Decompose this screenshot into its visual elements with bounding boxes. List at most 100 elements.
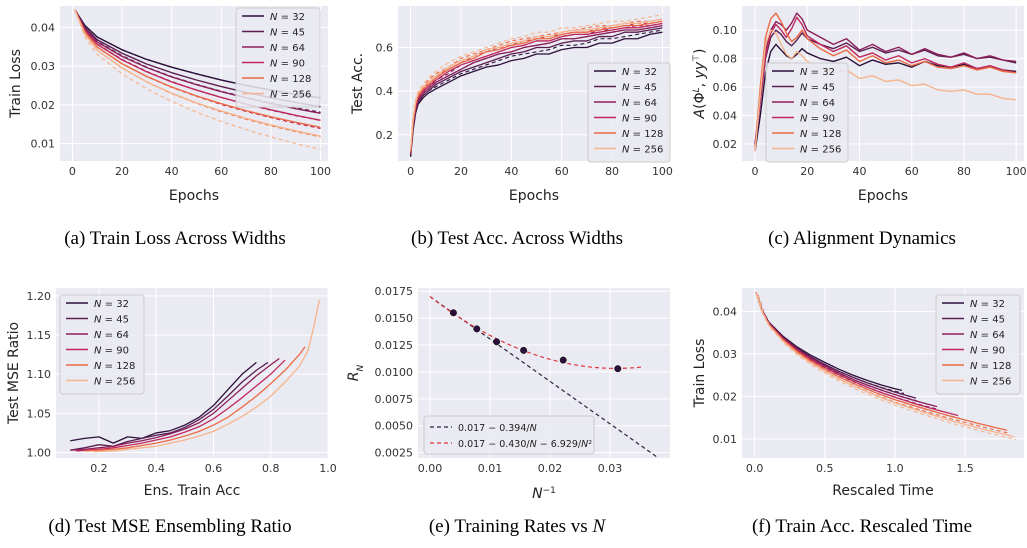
legend-value: = 45: [629, 83, 656, 94]
legend-value: = 45: [277, 28, 304, 39]
legend-var: N: [94, 315, 102, 326]
alignment-line-4: [754, 12, 1017, 150]
legend-value: = 256: [977, 377, 1011, 388]
legend-label: N = 45: [800, 83, 835, 94]
y-axis-label: Train Loss: [8, 49, 24, 119]
x-tick-label: 0.8: [262, 462, 280, 475]
panel-train-loss: 0 20 40 60 80 100 0.01 0.02 0.03 0.04 N = 32 N = 45…: [0, 0, 342, 220]
y-axis-label: Test Acc.: [350, 53, 366, 115]
legend-label: N = 128: [800, 129, 841, 140]
chart-mse-ratio: 0.2 0.4 0.6 0.8 1.0 1.00 1.05 1.10 1.15 1.20 N = 3…: [6, 288, 337, 499]
legend-var: N: [530, 423, 537, 434]
legend-value: = 256: [807, 145, 841, 156]
legend-var: N: [94, 377, 102, 388]
legend-value: = 32: [101, 299, 128, 310]
x-tick-label: 1.0: [319, 462, 337, 475]
y-axis-label-part: ⊤: [692, 54, 702, 62]
legend-value: = 128: [101, 361, 135, 372]
legend-var: N: [94, 346, 102, 357]
legend-label: N = 128: [622, 129, 663, 140]
legend-frame: [935, 294, 1021, 395]
legend-label: N = 256: [270, 90, 311, 101]
legend-label: N = 128: [270, 74, 311, 85]
legend-label: N = 64: [622, 98, 657, 109]
legend-value: = 90: [629, 114, 656, 125]
legend-var: N: [622, 129, 630, 140]
y-axis-label: A(ΦL, yy⊤): [692, 49, 708, 120]
y-tick-label: 0.01: [713, 433, 738, 446]
legend-frame: [423, 415, 595, 455]
data-point: [559, 356, 567, 364]
x-tick-label: 60: [214, 165, 228, 178]
y-tick-label: 1.00: [27, 447, 52, 460]
caption-f: (f) Train Acc. Rescaled Time: [751, 516, 973, 537]
legend-label: N = 256: [94, 377, 135, 388]
x-tick-label: 0.02: [538, 462, 563, 475]
legend-value: = 256: [101, 377, 135, 388]
y-axis-label-part: ): [692, 49, 708, 54]
fit-line-0: [429, 296, 658, 458]
legend-value: = 256: [629, 145, 663, 156]
y-tick-label: 0.06: [713, 81, 738, 94]
legend-label: N = 256: [970, 377, 1011, 388]
legend-value: = 90: [807, 114, 834, 125]
legend-frame: [765, 62, 849, 163]
legend-var: N: [622, 145, 630, 156]
data-point: [493, 338, 501, 346]
legend-label: 0.017 − 0.430/N − 6.929/N²: [458, 439, 592, 450]
caption-e-variable: N: [592, 516, 606, 537]
axes-c: 0 20 40 60 80 100 0.02 0.04 0.06 0.08 0.10: [713, 6, 1027, 178]
legend-label: N = 64: [800, 98, 835, 109]
legend-label: N = 256: [622, 145, 663, 156]
legend-var: N: [800, 98, 808, 109]
legend-label: N = 45: [270, 28, 305, 39]
legend-label: N = 45: [94, 315, 129, 326]
legend-var: N: [270, 12, 278, 23]
x-tick-label: 0: [407, 165, 414, 178]
x-axis-label-part: −1: [543, 486, 556, 496]
x-axis-label: Epochs: [509, 188, 559, 204]
x-tick-label: 20: [115, 165, 129, 178]
ensemble-acc-line-5: [410, 14, 663, 151]
x-tick-label: 20: [800, 165, 814, 178]
x-tick-label: 0.5: [816, 462, 834, 475]
caption-a: (a) Train Loss Across Widths: [64, 228, 286, 249]
legend: 0.017 − 0.394/N0.017 − 0.430/N − 6.929/N…: [423, 415, 595, 455]
legend-var: N: [270, 43, 278, 54]
legend-label: N = 32: [970, 299, 1005, 310]
y-tick-label: 0.04: [713, 109, 738, 122]
caption-b: (b) Test Acc. Across Widths: [411, 228, 623, 249]
x-tick-label: 60: [555, 165, 569, 178]
legend-value: = 32: [629, 67, 656, 78]
legend-var: N: [970, 315, 978, 326]
legend-frame: [587, 62, 671, 163]
x-axis-label: Epochs: [169, 188, 219, 204]
x-tick-label: 0.0: [746, 462, 764, 475]
y-axis-label: Test MSE Ratio: [6, 322, 22, 425]
y-tick-label: 0.08: [713, 53, 738, 66]
legend-value: = 45: [977, 315, 1004, 326]
legend-label: N = 32: [622, 67, 657, 78]
loss-line-5: [74, 9, 321, 137]
panel-training-rates: 0.00 0.01 0.02 0.03 0.0025 0.0050 0.0075 0.0100…: [342, 280, 684, 510]
rescaled-ensemble-line-5: [757, 295, 1017, 441]
y-axis-label-part: N: [356, 365, 366, 372]
legend-label: N = 45: [622, 83, 657, 94]
y-tick-label: 0.2: [376, 129, 394, 142]
ensemble-loss-line-0: [74, 9, 321, 99]
legend-value: = 128: [277, 74, 311, 85]
legend-value: = 128: [977, 361, 1011, 372]
legend-var: N: [530, 439, 537, 450]
x-tick-label: 20: [454, 165, 468, 178]
legend-label: N = 256: [800, 145, 841, 156]
y-axis-label-part: ,: [692, 78, 708, 87]
data-point: [520, 346, 528, 354]
legend-var: N: [970, 330, 978, 341]
legend-label: N = 90: [270, 59, 305, 70]
legend-var: N: [800, 114, 808, 125]
